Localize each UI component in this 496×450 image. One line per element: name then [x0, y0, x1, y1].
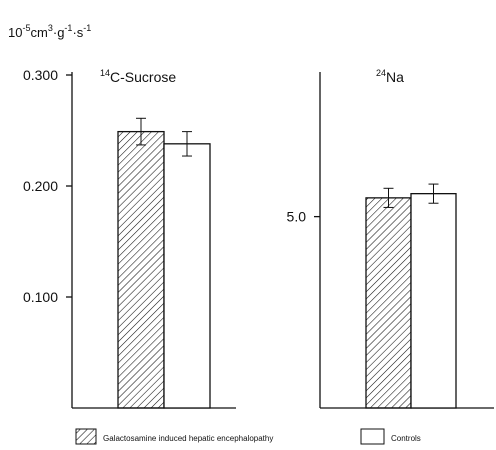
bars-sucrose [117, 117, 211, 409]
legend-label-controls: Controls [391, 434, 421, 443]
y-ticks-sodium: 5.0 [287, 209, 320, 225]
legend: Galactosamine induced hepatic encephalop… [75, 428, 421, 445]
y-tick-label: 0.200 [23, 178, 58, 194]
bar-controls-sodium [410, 193, 457, 409]
panel-title-sucrose: 14C-Sucrose [100, 68, 176, 85]
y-unit-label: 10-5cm3·g-1·s-1 [8, 23, 91, 40]
y-tick-label: 5.0 [287, 209, 307, 225]
legend-swatch-controls [360, 428, 385, 445]
panel-sodium: 5.0 24Na [287, 68, 494, 409]
legend-label-galactosamine: Galactosamine induced hepatic encephalop… [103, 434, 273, 443]
y-ticks-sucrose: 0.100 0.200 0.300 [23, 67, 72, 305]
bars-sodium [365, 183, 457, 409]
bar-galactosamine-sodium [365, 197, 412, 409]
bar-galactosamine-sucrose [117, 130, 165, 409]
y-tick-label: 0.300 [23, 67, 58, 83]
panel-sucrose: 0.100 0.200 0.300 14C-Sucrose [23, 67, 236, 409]
bar-controls-sucrose [163, 143, 211, 409]
panel-title-sodium: 24Na [376, 68, 404, 85]
y-tick-label: 0.100 [23, 289, 58, 305]
legend-swatch-galactosamine [75, 428, 97, 445]
